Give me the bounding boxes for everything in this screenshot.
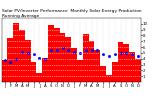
Bar bbox=[36, 73, 42, 82]
Bar bbox=[123, 44, 129, 82]
Bar bbox=[83, 34, 89, 82]
Bar bbox=[100, 66, 106, 82]
Bar bbox=[71, 48, 77, 82]
Bar bbox=[106, 75, 112, 82]
Bar bbox=[118, 42, 123, 82]
Bar bbox=[60, 32, 65, 82]
Bar bbox=[48, 25, 54, 82]
Bar bbox=[94, 50, 100, 82]
Bar bbox=[89, 41, 94, 82]
Bar bbox=[77, 60, 83, 82]
Bar bbox=[112, 62, 118, 82]
Bar bbox=[13, 23, 19, 82]
Bar bbox=[135, 59, 141, 82]
Bar bbox=[31, 62, 36, 82]
Bar bbox=[65, 37, 71, 82]
Text: Solar PV/Inverter Performance  Monthly Solar Energy Production Running Average: Solar PV/Inverter Performance Monthly So… bbox=[2, 9, 141, 18]
Bar bbox=[25, 40, 31, 82]
Bar bbox=[42, 58, 48, 82]
Bar bbox=[54, 28, 60, 82]
Bar bbox=[2, 60, 7, 82]
Bar bbox=[19, 30, 25, 82]
Bar bbox=[129, 52, 135, 82]
Bar bbox=[7, 38, 13, 82]
